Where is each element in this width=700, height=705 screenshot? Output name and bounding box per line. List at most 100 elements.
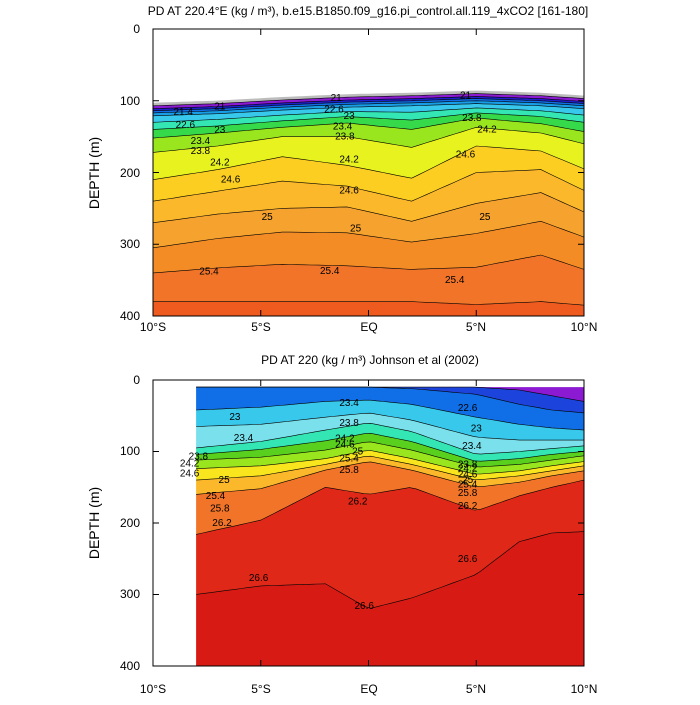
panel-2-isolines	[196, 386, 585, 609]
panel-1-x-tick: 5°N	[466, 320, 486, 334]
contour-label: 25.4	[320, 266, 340, 277]
contour-label: 25	[462, 475, 474, 486]
panel-2-y-tick: 100	[120, 444, 140, 458]
density-band	[196, 433, 584, 467]
contour-label: 23.4	[191, 136, 211, 147]
isoline-24-6	[196, 441, 585, 468]
panel-2-contour-labels: 2323.423.824.224.62525.425.826.226.623.4…	[180, 398, 482, 612]
density-band	[153, 255, 584, 306]
panel-2-x-tick: 10°S	[140, 682, 166, 696]
contour-label: 26.6	[249, 573, 269, 584]
density-band	[196, 423, 584, 462]
contour-label: 24.2	[210, 158, 230, 169]
isoline-22-2	[152, 100, 585, 114]
panel-2-axes: 0 100 200 300 400 10°S 5°S EQ 5°N 10°N D…	[86, 373, 597, 696]
density-band	[153, 146, 584, 202]
panel-1-x-tick: 10°N	[571, 320, 598, 334]
contour-label: 25	[479, 212, 491, 223]
panel-1-y-tick: 300	[120, 237, 140, 251]
contour-label: 23.8	[189, 452, 209, 463]
isoline-23	[196, 399, 585, 431]
panel-1-y-tick: 400	[120, 309, 140, 323]
contour-label: 24.2	[180, 459, 200, 470]
contour-label: 25	[219, 475, 231, 486]
isoline-23-4	[152, 112, 585, 130]
contour-label: 23.4	[234, 433, 254, 444]
contour-label: 23	[214, 125, 226, 136]
contour-label: 24.6	[458, 469, 478, 480]
panel-1-y-tick: 200	[120, 166, 140, 180]
isoline-21-4	[152, 96, 585, 109]
panel-2-title: PD AT 220 (kg / m³) Johnson et al (2002)	[261, 353, 479, 367]
contour-label: 22.6	[324, 104, 344, 115]
density-band	[196, 441, 584, 474]
isoline-23	[152, 107, 585, 123]
isoline-25-4	[196, 455, 585, 481]
contour-label: 21	[214, 102, 226, 113]
panel-2-x-tick: 5°N	[466, 682, 486, 696]
panel-2-plot: 2323.423.824.224.62525.425.826.226.623.4…	[180, 386, 585, 666]
isoline-23-8	[152, 117, 585, 139]
contour-label: 24.2	[339, 155, 359, 166]
contour-label: 23.8	[339, 418, 359, 429]
isoline-26-2	[196, 479, 585, 535]
contour-label: 24.2	[458, 464, 478, 475]
density-band	[153, 29, 584, 106]
contour-label: 23.8	[458, 459, 478, 470]
density-band	[196, 387, 584, 402]
contour-label: 23.4	[333, 122, 353, 133]
contour-label: 25.4	[445, 275, 465, 286]
contour-label: 26.6	[458, 554, 478, 565]
panel-2-y-tick: 0	[133, 373, 140, 387]
contour-label: 25	[352, 447, 364, 458]
contour-label: 23.8	[462, 113, 482, 124]
contour-label: 22.6	[458, 403, 478, 414]
panel-1-y-tick: 0	[133, 22, 140, 36]
density-band	[196, 480, 584, 609]
contour-label: 24.6	[335, 439, 355, 450]
contour-label: 23.8	[191, 146, 211, 157]
contour-label: 21	[460, 91, 472, 102]
contour-label: 25.4	[458, 479, 478, 490]
contour-label: 23	[471, 424, 483, 435]
density-band	[196, 387, 584, 413]
contour-label: 23.4	[339, 398, 359, 409]
contour-label: 24.6	[180, 469, 200, 480]
panel-2-y-tick: 300	[120, 587, 140, 601]
panel-2-x-tick: 5°S	[251, 682, 270, 696]
panel-2-y-axis-label: DEPTH (m)	[86, 487, 102, 559]
isoline-24-2	[152, 126, 585, 153]
density-band	[196, 456, 584, 495]
contour-label: 23.4	[462, 441, 482, 452]
isoline-21	[152, 93, 585, 107]
isoline-26-6	[196, 531, 585, 609]
contour-label: 25	[262, 212, 274, 223]
contour-label: 25.4	[206, 491, 226, 502]
density-band	[153, 127, 584, 180]
panel-1-isolines	[152, 93, 585, 306]
density-band	[153, 221, 584, 273]
isoline-25-2	[152, 220, 585, 249]
isoline-22-6	[152, 103, 585, 117]
contour-label: 25.8	[210, 504, 230, 515]
contour-label: 21	[331, 93, 343, 104]
panel-1-y-tick: 100	[120, 94, 140, 108]
panel-1-x-tick: 10°S	[140, 320, 166, 334]
density-band	[153, 107, 584, 130]
isoline-25-4	[152, 254, 585, 274]
density-band	[196, 450, 584, 481]
panel-1-x-tick: 5°S	[251, 320, 270, 334]
isoline-22-6	[196, 386, 585, 414]
contour-label: 24.6	[456, 150, 476, 161]
panel-2-fills	[196, 387, 584, 666]
contour-label: 25	[350, 224, 362, 235]
contour-label: 26.2	[348, 497, 368, 508]
contour-label: 26.6	[354, 601, 374, 612]
contour-label: 23	[229, 412, 241, 423]
contour-label: 24.2	[477, 124, 497, 135]
contour-label: 24.2	[335, 434, 355, 445]
contour-label: 23.8	[335, 132, 355, 143]
panel-2-x-tick: EQ	[360, 682, 377, 696]
isoline-23-8	[196, 422, 585, 455]
